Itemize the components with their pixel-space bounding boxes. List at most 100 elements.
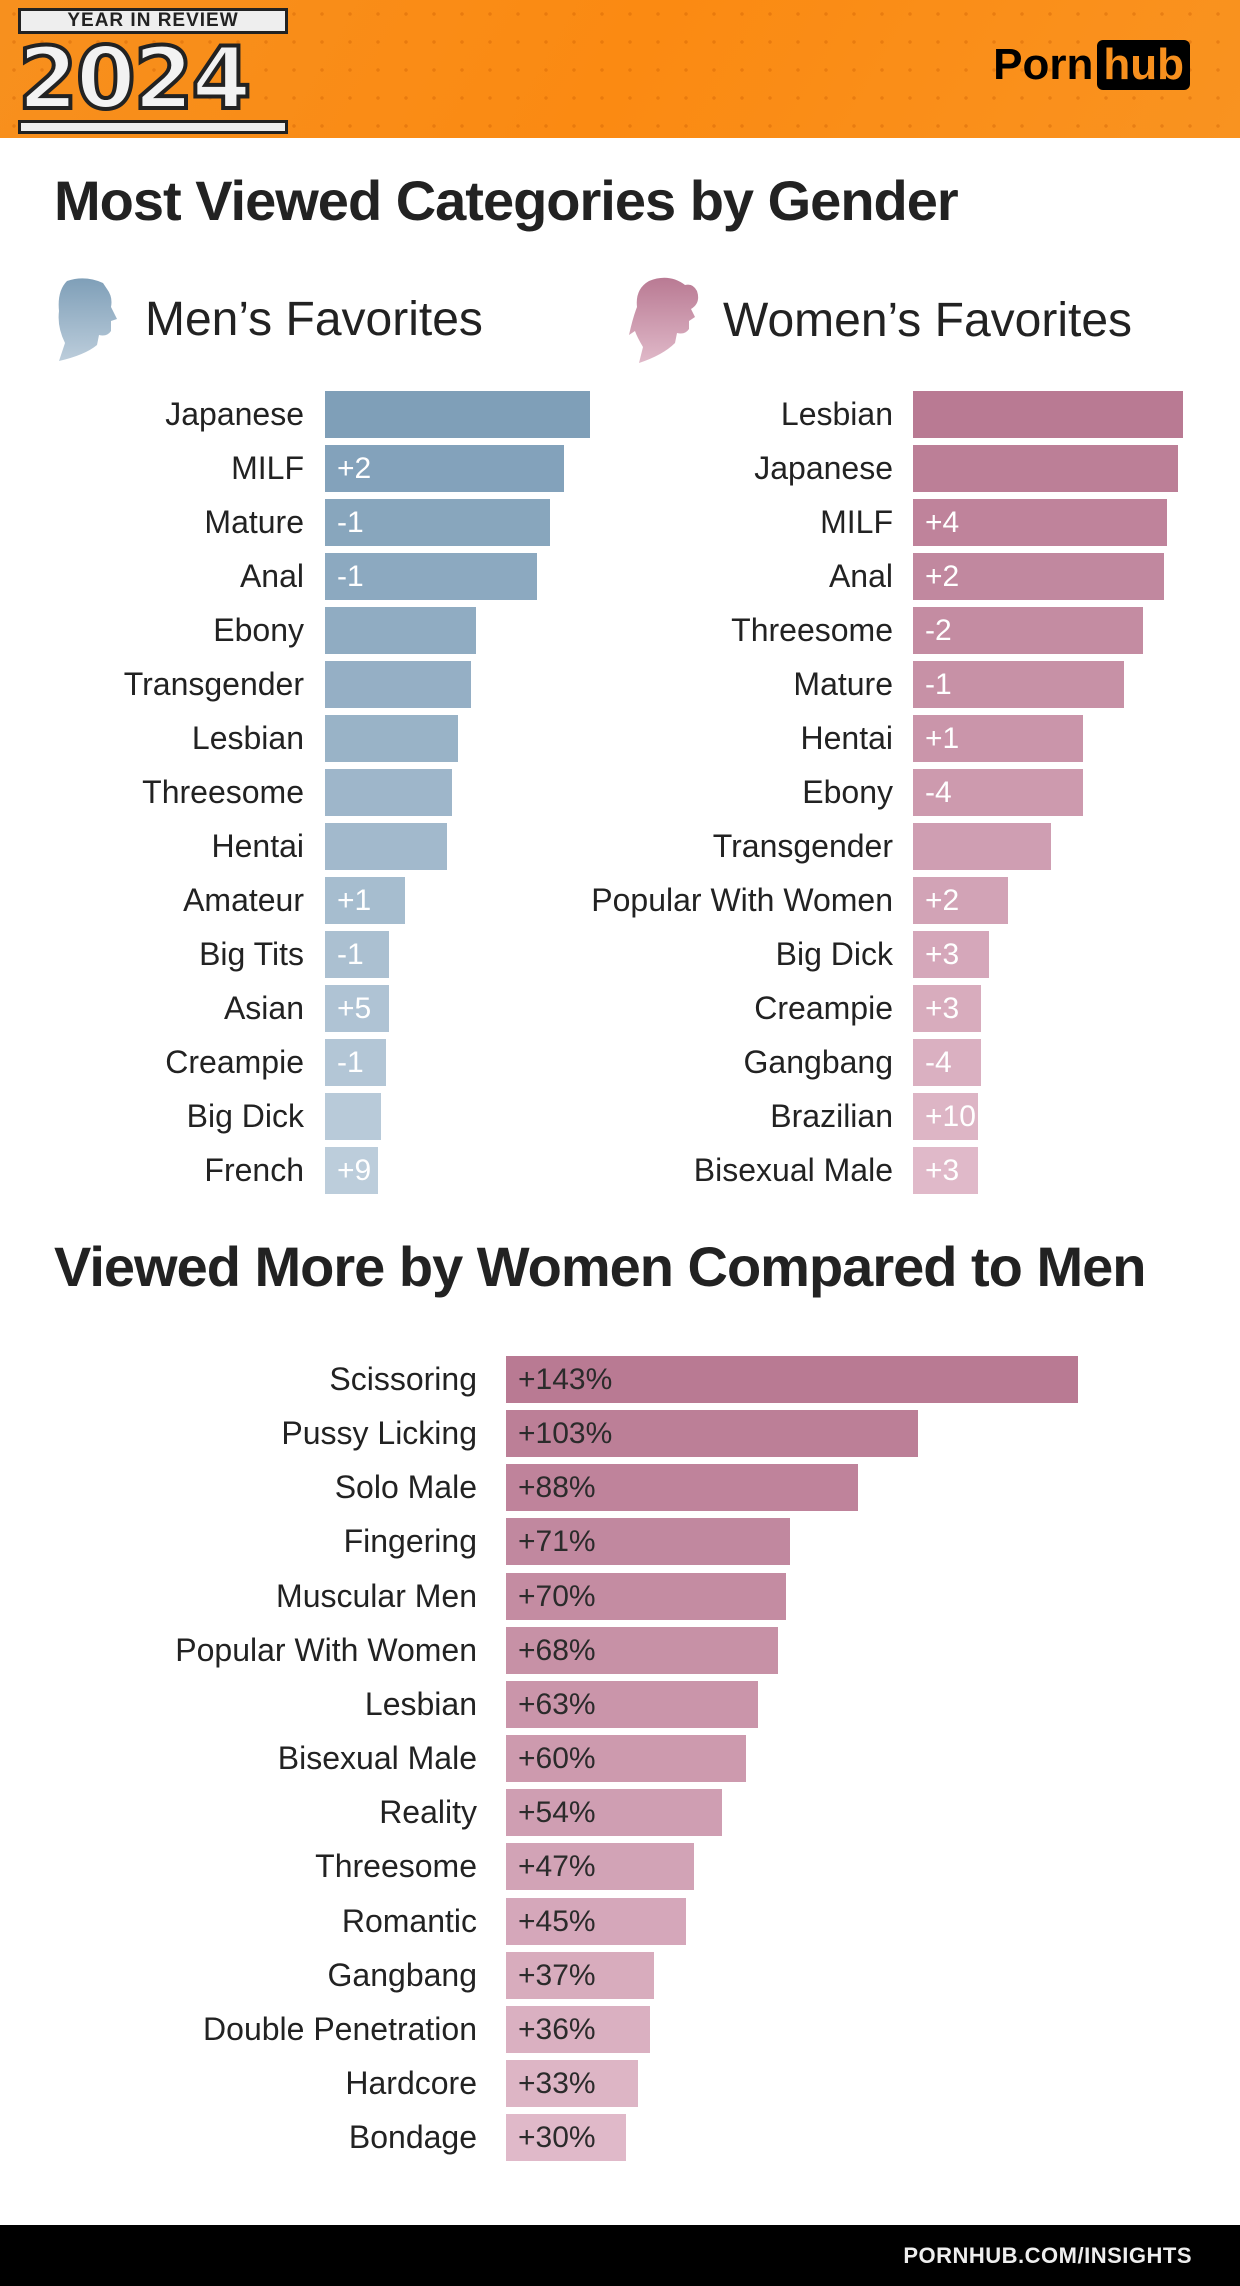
women-bar: -1 [913, 661, 1124, 708]
rank-change-label: -4 [925, 776, 952, 809]
rank-change-label: +3 [925, 938, 960, 971]
rank-change-label: -1 [337, 560, 364, 593]
men-category-label: French [204, 1152, 304, 1188]
men-bar: -1 [325, 931, 389, 978]
women-vs-men-bar: +70% [506, 1572, 786, 1620]
women-bar [913, 823, 1051, 870]
women-vs-men-bar: +143% [506, 1356, 1078, 1403]
women-category-label: Anal [828, 558, 893, 594]
percent-label: +36% [518, 2012, 596, 2046]
women-category-label: Big Dick [775, 936, 893, 972]
rank-change-label: +1 [925, 722, 960, 755]
women-category-label: Creampie [754, 990, 893, 1026]
women-vs-men-bar: +30% [506, 2114, 626, 2162]
women-category-label: Hentai [800, 720, 894, 756]
section2-title: Viewed More by Women Compared to Men [54, 1235, 1146, 1298]
men-bar [325, 391, 590, 438]
women-vs-men-category-label: Popular With Women [175, 1631, 477, 1668]
rank-change-label: +2 [925, 560, 960, 593]
women-category-label: Gangbang [743, 1044, 893, 1080]
men-bar: +9 [325, 1147, 378, 1194]
percent-label: +37% [518, 1958, 596, 1992]
percent-label: +143% [518, 1363, 613, 1396]
rank-change-label: +4 [925, 506, 960, 539]
women-category-label: MILF [820, 504, 893, 540]
men-bar [325, 823, 447, 870]
men-bar: -1 [325, 553, 537, 600]
men-bar [325, 607, 477, 654]
women-bar: -2 [913, 607, 1143, 654]
women-vs-men-bar: +63% [506, 1680, 758, 1728]
men-bar: +2 [325, 445, 564, 492]
women-category-label: Brazilian [770, 1098, 893, 1134]
footer: PORNHUB.COM/INSIGHTS [0, 2225, 1240, 2286]
rank-change-label: +5 [337, 992, 372, 1025]
women-category-label: Popular With Women [591, 882, 893, 918]
men-category-label: Mature [204, 504, 304, 540]
men-category-label: Lesbian [191, 720, 304, 756]
badge-year: 2024 [16, 29, 253, 129]
men-category-label: Hentai [211, 828, 305, 864]
women-category-label: Japanese [754, 450, 893, 486]
men-category-label: Threesome [142, 774, 304, 810]
footer-url[interactable]: PORNHUB.COM/INSIGHTS [903, 2243, 1192, 2268]
women-vs-men-bar: +88% [506, 1464, 858, 1512]
rank-change-label: -1 [337, 1046, 364, 1079]
pornhub-logo[interactable]: Porn hub [993, 40, 1190, 90]
female-silhouette-icon [629, 277, 699, 363]
women-heading: Women’s Favorites [629, 277, 1132, 363]
percent-label: +47% [518, 1850, 596, 1884]
women-category-label: Lesbian [780, 396, 893, 432]
men-heading: Men’s Favorites [55, 277, 483, 361]
men-bar [325, 769, 453, 816]
year-in-review-badge: YEAR IN REVIEW 2024 [16, 8, 288, 134]
women-bar: -4 [913, 769, 1084, 816]
women-vs-men-category-label: Threesome [315, 1848, 477, 1885]
women-favorites-title: Women’s Favorites [723, 293, 1133, 347]
men-category-label: Japanese [165, 396, 304, 432]
percent-label: +103% [518, 1417, 613, 1451]
men-category-label: Big Dick [186, 1098, 304, 1134]
women-vs-men-bar: +71% [506, 1518, 790, 1566]
percent-label: +63% [518, 1687, 596, 1721]
percent-label: +88% [518, 1471, 596, 1505]
women-category-label: Threesome [731, 612, 893, 648]
women-vs-men-bar: +37% [506, 1951, 654, 1999]
women-bar: +1 [913, 715, 1084, 762]
men-bar [325, 715, 458, 762]
percent-label: +70% [518, 1579, 596, 1613]
women-category-label: Bisexual Male [693, 1152, 893, 1188]
rank-change-label: -1 [337, 506, 364, 539]
women-vs-men-category-label: Bondage [348, 2119, 477, 2156]
percent-label: +68% [518, 1633, 596, 1667]
women-vs-men-bar: +103% [506, 1410, 918, 1458]
rank-change-label: -4 [925, 1046, 952, 1079]
women-vs-men-bar: +60% [506, 1735, 746, 1783]
header-banner: YEAR IN REVIEW 2024 Porn hub [0, 0, 1240, 138]
men-category-label: Transgender [123, 666, 304, 702]
rank-change-label: -2 [925, 614, 952, 647]
percent-label: +45% [518, 1904, 596, 1938]
percent-label: +54% [518, 1796, 596, 1830]
badge-underline [18, 120, 288, 134]
rank-change-label: +2 [337, 452, 372, 485]
women-vs-men-bar: +47% [506, 1843, 694, 1891]
men-category-label: MILF [231, 450, 304, 486]
women-category-label: Ebony [802, 774, 893, 810]
men-category-label: Amateur [183, 882, 304, 918]
women-vs-men-category-label: Solo Male [334, 1469, 477, 1506]
male-silhouette-icon [58, 278, 117, 361]
women-bar: +4 [913, 499, 1167, 546]
rank-change-label: -1 [925, 668, 952, 701]
men-bar: -1 [325, 499, 551, 546]
women-vs-men-category-label: Lesbian [364, 1685, 477, 1722]
women-bar: -4 [913, 1039, 981, 1086]
women-vs-men-bar: +45% [506, 1897, 686, 1945]
percent-label: +33% [518, 2066, 596, 2100]
logo-left: Porn [993, 40, 1094, 89]
women-vs-men-category-label: Reality [379, 1794, 477, 1831]
women-vs-men-category-label: Bisexual Male [277, 1740, 477, 1777]
women-bar: +10 [913, 1093, 978, 1140]
rank-change-label: +3 [925, 992, 960, 1025]
section1-title: Most Viewed Categories by Gender [54, 169, 959, 232]
